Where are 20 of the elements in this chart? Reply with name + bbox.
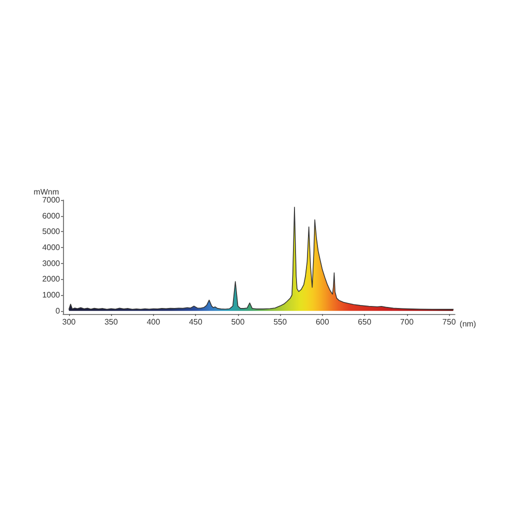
x-tick-label: 650	[358, 318, 372, 326]
y-tick-label: 6000	[42, 211, 61, 220]
x-tick-label: 700	[400, 318, 414, 326]
x-axis-title: (nm)	[460, 320, 476, 328]
x-tick-label: 400	[146, 318, 161, 326]
y-axis-title: mWnm	[34, 188, 60, 196]
y-tick-label: 4000	[42, 243, 61, 252]
y-tick-label: 5000	[42, 227, 61, 236]
y-tick-label: 0	[56, 306, 61, 316]
x-tick-label: 750	[442, 318, 456, 326]
y-tick-label: 7000	[42, 196, 61, 204]
x-tick-label: 550	[273, 318, 288, 326]
x-tick-label: 500	[231, 318, 246, 326]
y-tick-label: 2000	[42, 274, 61, 284]
y-tick-label: 1000	[42, 290, 61, 300]
y-tick-label: 3000	[42, 258, 61, 268]
x-tick-label: 300	[62, 318, 76, 326]
x-tick-label: 600	[316, 318, 330, 326]
x-tick-label: 350	[104, 318, 118, 326]
x-tick-label: 450	[188, 318, 203, 326]
